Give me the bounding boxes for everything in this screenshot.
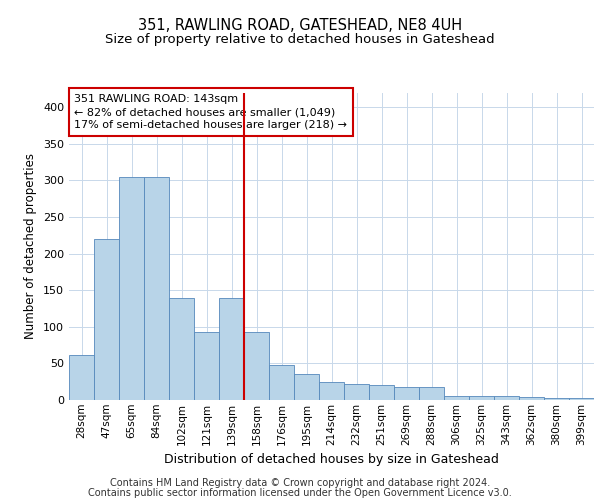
- Bar: [94, 239, 119, 400]
- Bar: [569, 398, 594, 400]
- Bar: [69, 354, 94, 400]
- Text: 351 RAWLING ROAD: 143sqm
← 82% of detached houses are smaller (1,049)
17% of sem: 351 RAWLING ROAD: 143sqm ← 82% of detach…: [74, 94, 347, 130]
- Y-axis label: Number of detached properties: Number of detached properties: [25, 153, 37, 339]
- Text: Contains HM Land Registry data © Crown copyright and database right 2024.: Contains HM Land Registry data © Crown c…: [110, 478, 490, 488]
- Bar: [319, 382, 344, 400]
- Bar: [169, 298, 194, 400]
- Text: 351, RAWLING ROAD, GATESHEAD, NE8 4UH: 351, RAWLING ROAD, GATESHEAD, NE8 4UH: [138, 18, 462, 32]
- Bar: [369, 386, 394, 400]
- Bar: [344, 384, 369, 400]
- Bar: [519, 397, 544, 400]
- Bar: [494, 396, 519, 400]
- Bar: [144, 176, 169, 400]
- X-axis label: Distribution of detached houses by size in Gateshead: Distribution of detached houses by size …: [164, 453, 499, 466]
- Bar: [394, 387, 419, 400]
- Bar: [219, 298, 244, 400]
- Bar: [469, 396, 494, 400]
- Bar: [419, 387, 444, 400]
- Bar: [294, 374, 319, 400]
- Bar: [269, 365, 294, 400]
- Text: Size of property relative to detached houses in Gateshead: Size of property relative to detached ho…: [105, 32, 495, 46]
- Bar: [119, 176, 144, 400]
- Bar: [194, 332, 219, 400]
- Bar: [544, 398, 569, 400]
- Text: Contains public sector information licensed under the Open Government Licence v3: Contains public sector information licen…: [88, 488, 512, 498]
- Bar: [444, 396, 469, 400]
- Bar: [244, 332, 269, 400]
